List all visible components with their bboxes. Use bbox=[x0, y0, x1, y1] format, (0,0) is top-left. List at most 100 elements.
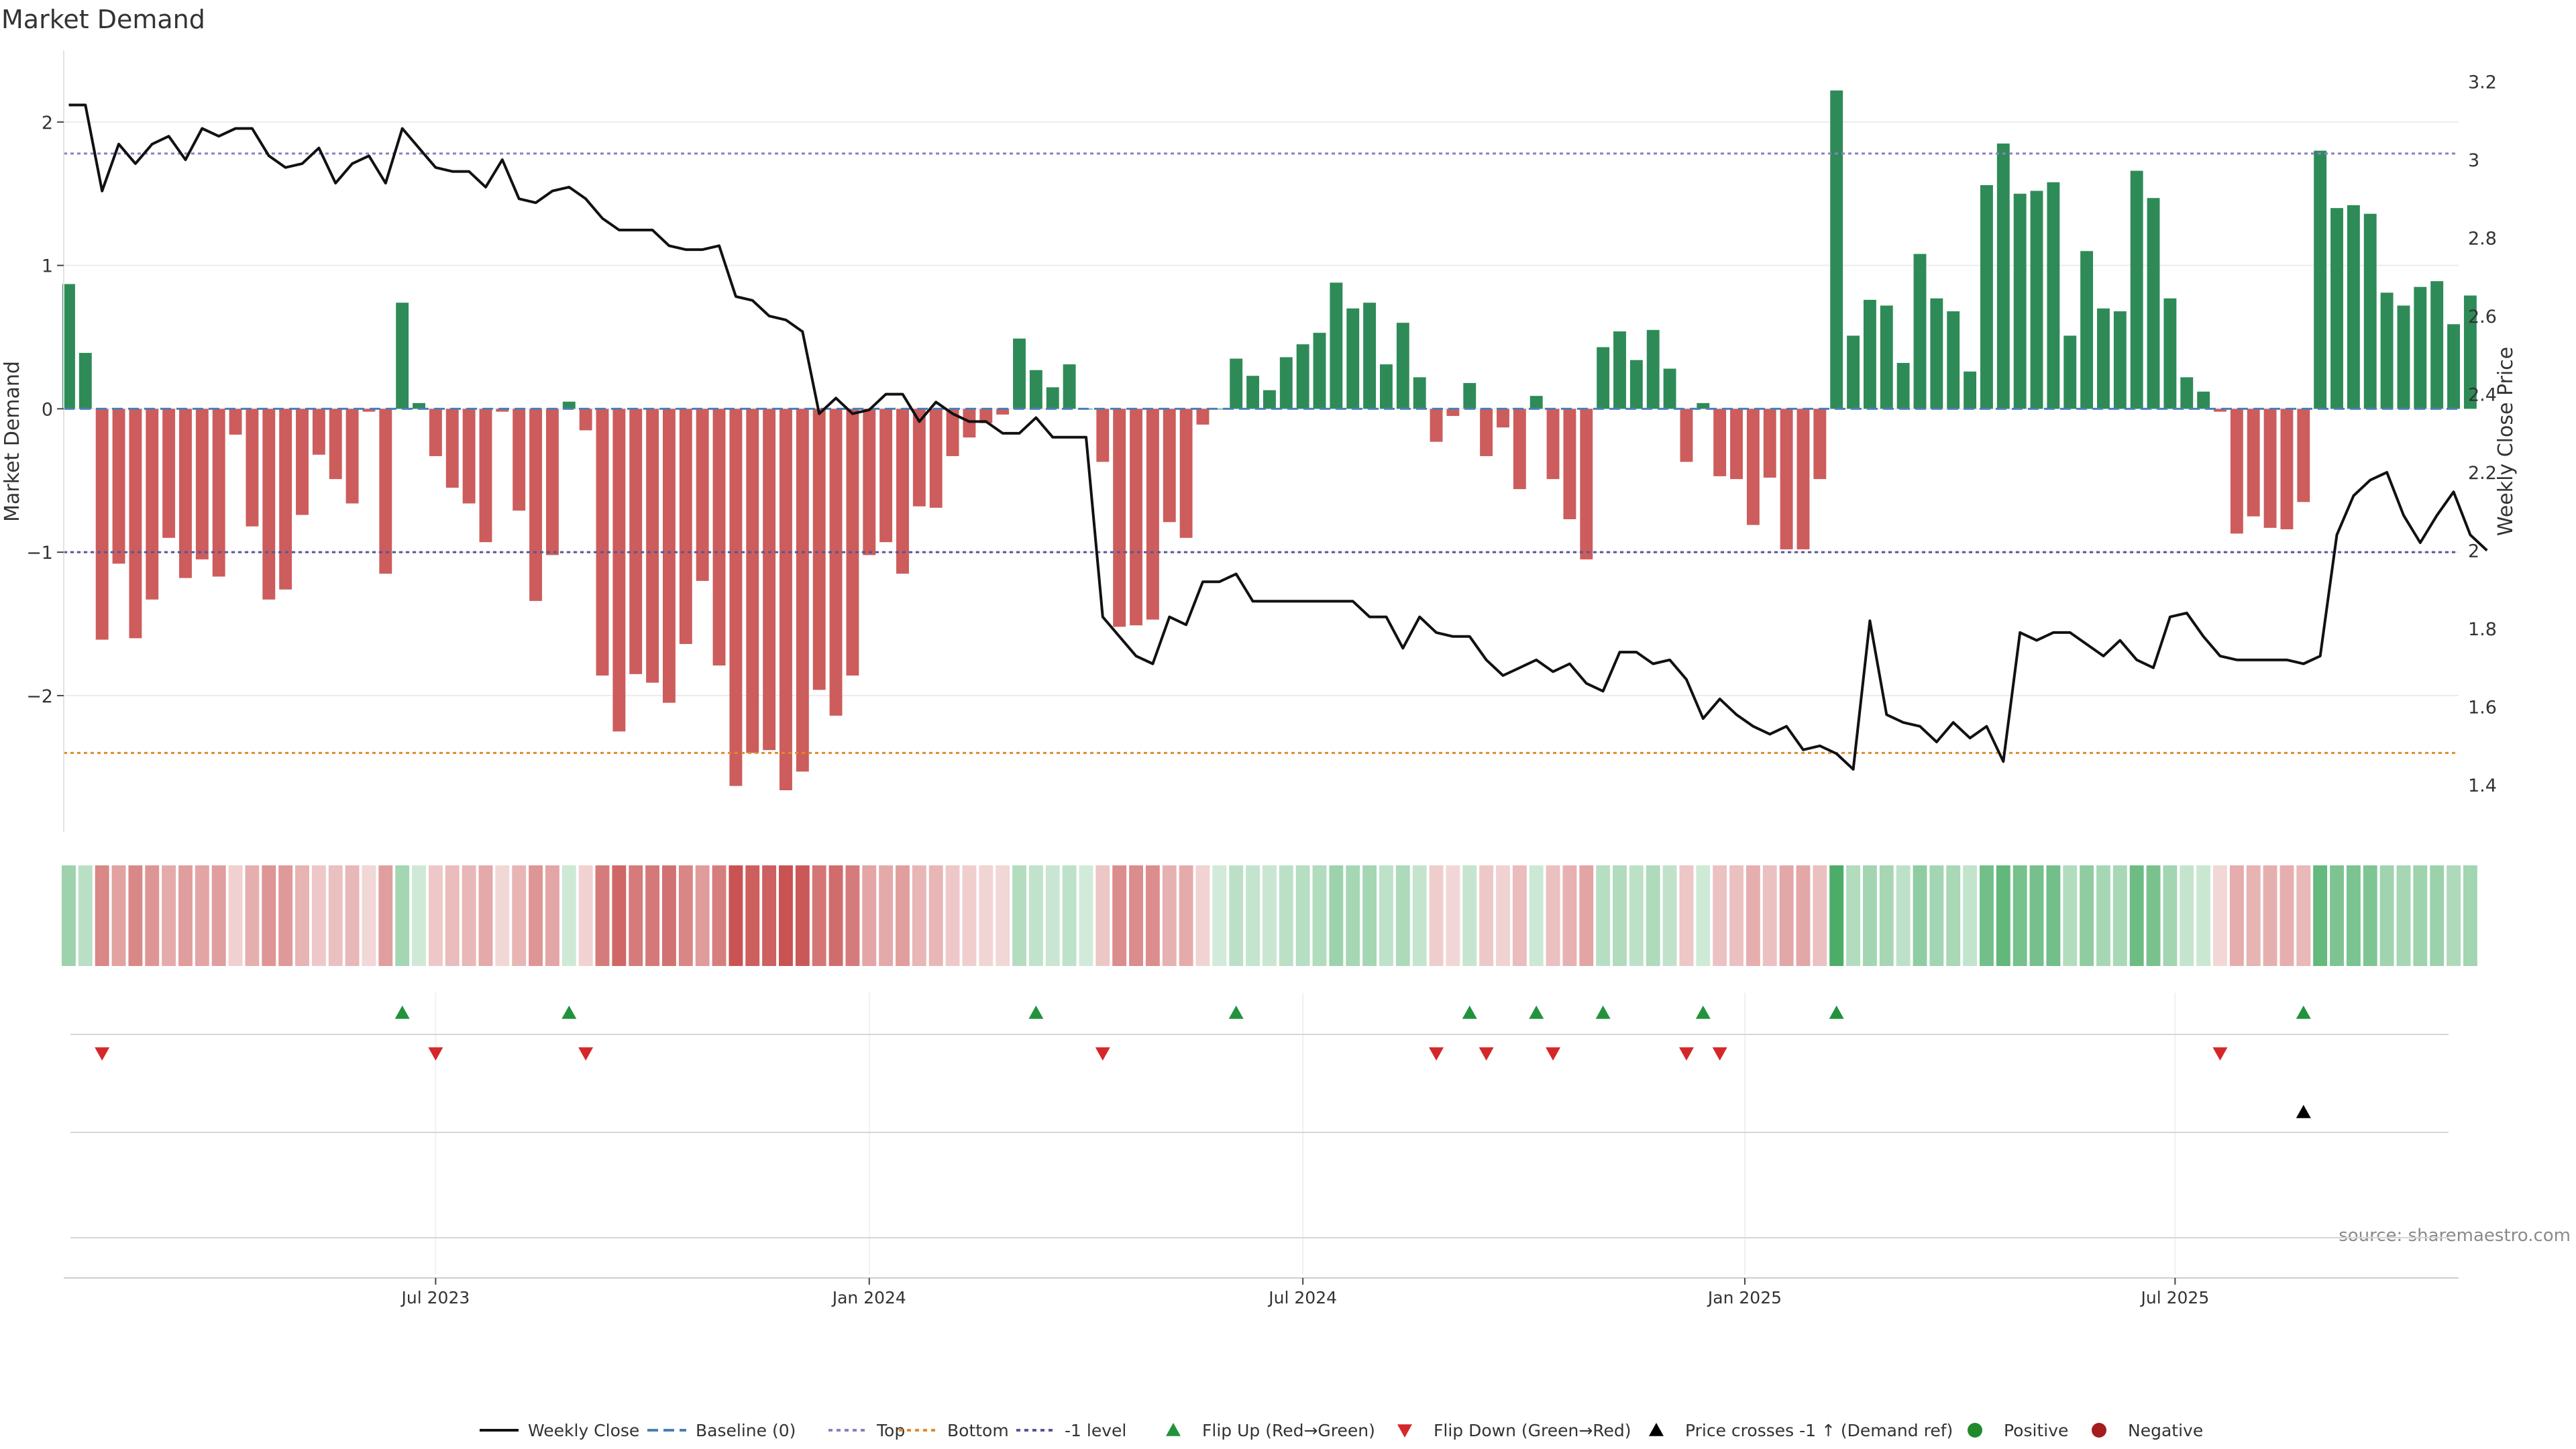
x-tick-label: Jan 2025 bbox=[1707, 1288, 1782, 1307]
price-cross-marker bbox=[2296, 1105, 2311, 1118]
demand-bar bbox=[696, 409, 709, 581]
legend-item-bottom: Bottom bbox=[899, 1421, 1009, 1440]
heat-cell bbox=[1846, 865, 1860, 966]
heat-cell bbox=[62, 865, 76, 966]
legend-item-flip-down: Flip Down (Green→Red) bbox=[1397, 1421, 1631, 1440]
heat-cell bbox=[345, 865, 360, 966]
heat-cell bbox=[1829, 865, 1844, 966]
legend-item-top: Top bbox=[828, 1421, 905, 1440]
heat-cell bbox=[2080, 865, 2094, 966]
demand-bar bbox=[229, 409, 242, 435]
demand-bar bbox=[2447, 324, 2460, 409]
demand-bar bbox=[1330, 282, 1343, 409]
heat-cell bbox=[1129, 865, 1143, 966]
demand-bar bbox=[2163, 298, 2177, 409]
heat-cell bbox=[762, 865, 777, 966]
demand-bar bbox=[1930, 298, 1943, 409]
demand-bar bbox=[946, 409, 959, 456]
legend-label: -1 level bbox=[1065, 1421, 1126, 1440]
heat-cell bbox=[1613, 865, 1627, 966]
legend-label: Baseline (0) bbox=[696, 1421, 796, 1440]
heat-cell bbox=[712, 865, 727, 966]
chart-title: Market Demand bbox=[1, 5, 205, 34]
y2-tick-label: 2.8 bbox=[2468, 229, 2497, 250]
demand-bar bbox=[1546, 409, 1560, 480]
demand-bar bbox=[2230, 409, 2243, 534]
flip-up-marker bbox=[1695, 1006, 1711, 1019]
heat-cell bbox=[428, 865, 443, 966]
heat-cell bbox=[1862, 865, 1877, 966]
heat-cell bbox=[845, 865, 860, 966]
demand-bar bbox=[1313, 333, 1326, 409]
heat-cell bbox=[2112, 865, 2127, 966]
flip-down-marker bbox=[1429, 1047, 1444, 1061]
heat-cell bbox=[2346, 865, 2361, 966]
heat-cell bbox=[896, 865, 910, 966]
demand-bar bbox=[112, 409, 125, 564]
heat-cell bbox=[311, 865, 326, 966]
x-tick-label: Jul 2023 bbox=[400, 1288, 470, 1307]
heat-cell bbox=[2330, 865, 2344, 966]
demand-bar bbox=[445, 409, 459, 488]
heat-cell bbox=[1662, 865, 1677, 966]
x-tick-label: Jan 2024 bbox=[831, 1288, 906, 1307]
demand-bar bbox=[1746, 409, 1760, 525]
demand-bar bbox=[296, 409, 309, 515]
heat-cell bbox=[2430, 865, 2445, 966]
demand-bar bbox=[1063, 364, 1076, 409]
demand-bar bbox=[2097, 308, 2110, 409]
demand-bar bbox=[629, 409, 643, 674]
x-tick-label: Jul 2024 bbox=[1267, 1288, 1337, 1307]
heat-cell bbox=[2163, 865, 2178, 966]
heat-cell bbox=[1312, 865, 1327, 966]
demand-bar bbox=[1230, 358, 1243, 409]
heat-cell bbox=[1162, 865, 1177, 966]
demand-bar bbox=[212, 409, 225, 577]
legend-swatch-flip-up bbox=[1166, 1423, 1181, 1436]
heat-cell bbox=[962, 865, 977, 966]
demand-bar bbox=[996, 409, 1010, 415]
demand-bar bbox=[2080, 251, 2094, 409]
heat-cell bbox=[1395, 865, 1410, 966]
demand-bar bbox=[429, 409, 442, 456]
flip-up-marker bbox=[2296, 1006, 2311, 1019]
heat-cell bbox=[512, 865, 527, 966]
y2-tick-label: 2 bbox=[2468, 541, 2479, 562]
heat-cell bbox=[462, 865, 476, 966]
demand-bar bbox=[2030, 191, 2043, 409]
demand-bar bbox=[1964, 371, 1977, 409]
heat-cell bbox=[529, 865, 543, 966]
demand-bar bbox=[345, 409, 359, 504]
demand-bar bbox=[1396, 323, 1409, 409]
heat-cell bbox=[1713, 865, 1727, 966]
heat-cell bbox=[1279, 865, 1293, 966]
demand-bar bbox=[2380, 292, 2394, 409]
y2-tick-label: 3.2 bbox=[2468, 72, 2497, 93]
y-tick-label: −1 bbox=[26, 543, 53, 564]
demand-bar bbox=[863, 409, 876, 555]
demand-bar bbox=[812, 409, 826, 690]
demand-bar bbox=[2363, 213, 2377, 409]
heat-cell bbox=[2180, 865, 2194, 966]
y2-tick-label: 1.6 bbox=[2468, 698, 2497, 718]
demand-bar bbox=[1980, 184, 1993, 409]
demand-bar bbox=[179, 409, 192, 578]
heat-cell bbox=[1012, 865, 1026, 966]
legend-swatch-positive bbox=[1968, 1423, 1982, 1438]
heat-cell bbox=[495, 865, 510, 966]
demand-bar bbox=[162, 409, 176, 538]
demand-bar bbox=[1146, 409, 1159, 620]
heat-cell bbox=[2296, 865, 2311, 966]
legend-label: Flip Up (Red→Green) bbox=[1202, 1421, 1375, 1440]
heat-cell bbox=[2246, 865, 2261, 966]
demand-bar bbox=[1863, 299, 1876, 409]
demand-bar bbox=[479, 409, 492, 543]
heat-cell bbox=[2213, 865, 2227, 966]
heat-cell bbox=[262, 865, 276, 966]
heat-cell bbox=[395, 865, 410, 966]
demand-bar bbox=[1029, 370, 1042, 409]
demand-bar bbox=[1713, 409, 1727, 476]
demand-bar bbox=[579, 409, 592, 431]
heat-cell bbox=[912, 865, 926, 966]
heat-cell bbox=[1896, 865, 1911, 966]
